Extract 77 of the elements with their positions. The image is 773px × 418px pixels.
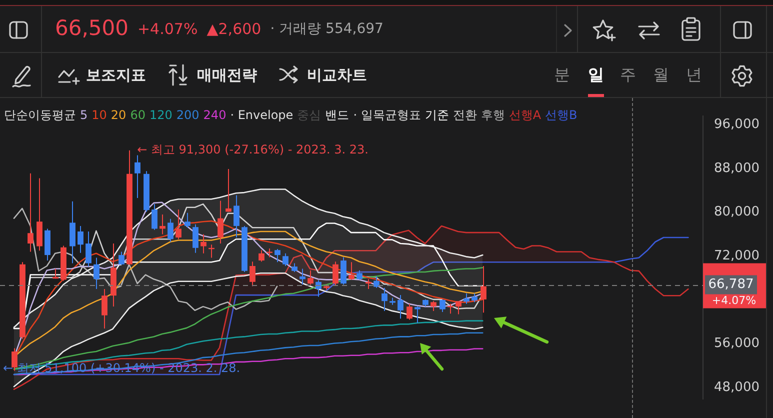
text: 선행B (545, 108, 578, 122)
annotation: · 일목균형표 (353, 108, 421, 122)
candlestick (250, 261, 256, 287)
text: 60 (130, 108, 146, 122)
candlestick (134, 154, 140, 199)
text: 년 (685, 64, 703, 86)
candlestick (258, 250, 264, 262)
candlestick (464, 292, 470, 304)
candlestick (184, 212, 190, 228)
text: 보조지표 (86, 65, 146, 85)
candlestick (218, 200, 224, 244)
candlestick (374, 276, 380, 288)
text: · 거래량 554,697 (270, 20, 384, 38)
text: 5 (80, 108, 88, 122)
candlestick (12, 348, 18, 372)
candlestick (332, 261, 338, 286)
text: 기준 (424, 108, 449, 122)
candlestick (200, 234, 206, 254)
candlestick (78, 225, 84, 254)
text: 매매전략 (197, 65, 257, 85)
text: 10 (92, 108, 107, 122)
candlestick (440, 298, 446, 313)
text: +4.07% (712, 294, 756, 308)
candlestick (152, 204, 158, 230)
candlestick (430, 300, 436, 312)
candlestick (366, 278, 372, 290)
text: 66,787 (708, 277, 754, 292)
text: 주 (619, 64, 637, 86)
text: 후행 (480, 108, 505, 122)
text: 66,500 (55, 16, 128, 42)
y-tick-label: 96,000 (714, 116, 760, 132)
candlestick (70, 200, 76, 264)
legend-title: 단순이동평균 (4, 108, 76, 122)
candlestick (406, 303, 412, 320)
text: 전환 (452, 108, 477, 122)
candlestick (398, 294, 404, 320)
candlestick (348, 262, 354, 280)
candlestick (274, 248, 280, 263)
candlestick (86, 230, 92, 268)
candlestick (176, 209, 182, 240)
candlestick (160, 214, 166, 235)
candlestick (414, 306, 420, 324)
y-tick-label: 56,000 (714, 336, 760, 352)
candlestick (102, 288, 108, 329)
text: 일 (587, 64, 605, 86)
text: 월 (652, 64, 670, 86)
candlestick (382, 287, 388, 312)
candlestick (192, 224, 198, 254)
text: 분 (553, 64, 571, 86)
y-tick-label: 80,000 (714, 204, 760, 220)
text: 선행A (508, 108, 542, 122)
text: +4.07% (137, 20, 198, 38)
y-tick-label: 88,000 (714, 160, 760, 176)
text: 밴드 (325, 108, 350, 122)
text: 20 (110, 108, 126, 122)
candlestick (480, 265, 486, 314)
y-tick-label: 48,000 (714, 380, 760, 396)
text: 200 (176, 108, 200, 122)
candlestick (456, 300, 462, 315)
candlestick (356, 270, 362, 280)
candlestick (168, 218, 174, 242)
text: 비교차트 (307, 65, 367, 85)
candlestick (226, 168, 232, 212)
text: 120 (149, 108, 172, 122)
candlestick (300, 268, 306, 286)
candlestick (28, 172, 34, 252)
candlestick (308, 270, 314, 286)
y-tick-label: 72,000 (714, 248, 760, 264)
annotation: ← 최고 91,300 (-27.16%) - 2023. 3. 23. (137, 142, 369, 156)
candlestick (340, 256, 346, 286)
text: 240 (203, 108, 226, 122)
annotation: · Envelope (230, 108, 294, 122)
candlestick (282, 252, 288, 266)
candlestick (234, 194, 240, 238)
candlestick (118, 251, 124, 266)
candlestick (94, 257, 100, 290)
text: ▲2,600 (206, 20, 262, 38)
